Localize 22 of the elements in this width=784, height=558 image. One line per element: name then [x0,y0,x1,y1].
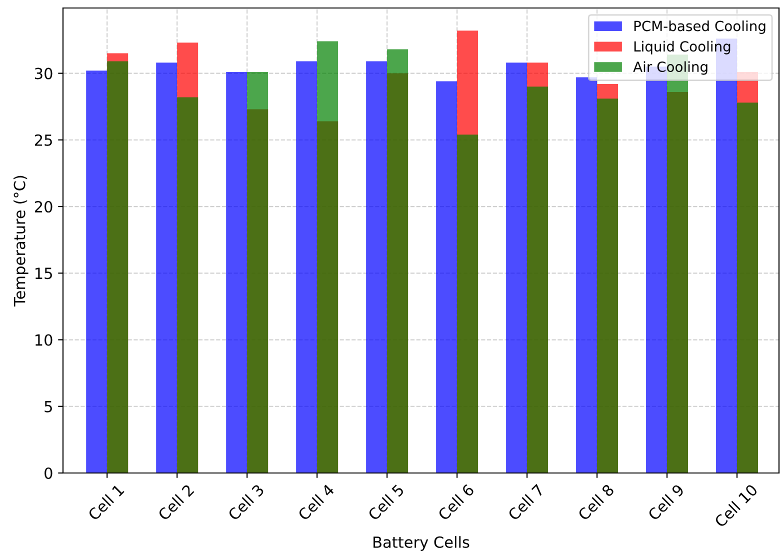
y-tick-label: 25 [34,134,52,146]
legend-label: Liquid Cooling [634,40,730,54]
legend-label: Air Cooling [633,61,708,75]
x-tick-label: Cell 2 [157,484,194,521]
y-tick-label: 5 [44,401,52,412]
y-tick-label: 30 [35,68,52,80]
x-axis-title: Battery Cells [374,536,470,551]
x-tick-label: Cell 7 [507,484,544,521]
x-tick-label: Cell 4 [297,483,335,521]
x-tick-label: Cell 5 [367,484,404,521]
x-tick-label: Cell 1 [87,484,124,521]
y-axis-title: Temperature (°C) [14,176,28,306]
y-tick-label: 15 [36,268,52,280]
x-tick-label: Cell 6 [437,483,475,521]
x-tick-label: Cell 8 [577,483,615,521]
x-tick-label: Cell 9 [647,483,685,521]
x-tick-label: Cell 3 [227,484,265,521]
y-tick-label: 10 [36,334,52,346]
x-tick-label: Cell 10 [714,483,758,528]
y-tick-label: 0 [44,467,52,480]
y-tick-label: 20 [34,200,52,213]
legend-label: PCM-based Cooling [634,20,766,34]
